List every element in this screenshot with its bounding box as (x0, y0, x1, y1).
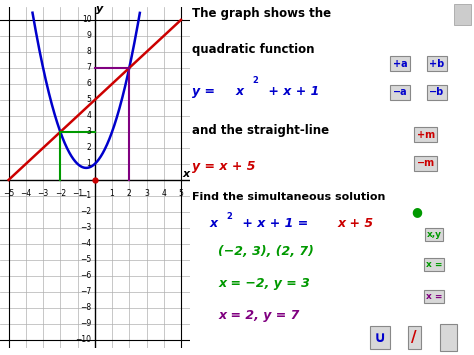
Text: x,y: x,y (427, 230, 442, 239)
Text: x = −2, y = 3: x = −2, y = 3 (218, 277, 310, 290)
Text: 1: 1 (87, 159, 91, 168)
Text: x: x (235, 85, 243, 98)
Text: 6: 6 (86, 80, 91, 88)
Text: −b: −b (429, 87, 445, 97)
Text: 5: 5 (179, 189, 183, 198)
Text: −9: −9 (80, 320, 91, 328)
Text: x =: x = (426, 292, 442, 301)
Text: −5: −5 (3, 189, 14, 198)
Text: 8: 8 (87, 48, 91, 56)
Text: 2: 2 (87, 143, 91, 152)
Text: 4: 4 (161, 189, 166, 198)
Text: −1: −1 (80, 191, 91, 201)
Text: /: / (411, 330, 417, 345)
Text: +a: +a (393, 59, 407, 69)
Text: 1: 1 (109, 189, 114, 198)
Text: 2: 2 (227, 212, 232, 221)
Text: 2: 2 (127, 189, 132, 198)
Text: The graph shows the: The graph shows the (192, 7, 332, 20)
Text: −10: −10 (75, 335, 91, 344)
Text: 2: 2 (252, 76, 258, 85)
Text: y = x + 5: y = x + 5 (192, 160, 256, 173)
Text: x =: x = (426, 260, 442, 269)
Text: −4: −4 (80, 239, 91, 248)
Text: 3: 3 (86, 127, 91, 136)
Text: 3: 3 (144, 189, 149, 198)
Text: + x + 1: + x + 1 (264, 85, 319, 98)
Text: −7: −7 (80, 288, 91, 296)
Text: −8: −8 (80, 304, 91, 312)
Text: +m: +m (417, 130, 435, 140)
Text: −m: −m (417, 158, 435, 168)
Text: +b: +b (429, 59, 445, 69)
FancyBboxPatch shape (454, 4, 471, 25)
Text: 10: 10 (82, 15, 91, 24)
Text: y: y (96, 4, 104, 14)
Text: 7: 7 (86, 64, 91, 72)
Text: 4: 4 (86, 111, 91, 120)
Text: and the straight-line: and the straight-line (192, 124, 329, 137)
Text: −2: −2 (80, 207, 91, 217)
Text: (−2, 3), (2, 7): (−2, 3), (2, 7) (218, 245, 314, 258)
Text: −6: −6 (80, 272, 91, 280)
Text: Find the simultaneous solution: Find the simultaneous solution (192, 192, 386, 202)
Text: −2: −2 (55, 189, 66, 198)
Text: x: x (182, 169, 190, 179)
Text: 5: 5 (86, 95, 91, 104)
Text: 9: 9 (86, 31, 91, 40)
Text: x: x (210, 217, 218, 230)
Text: x + 5: x + 5 (337, 217, 374, 230)
Text: −3: −3 (80, 223, 91, 233)
Text: ●: ● (412, 205, 422, 218)
Text: quadratic function: quadratic function (192, 43, 315, 56)
Text: ∪: ∪ (374, 330, 386, 345)
Text: −3: −3 (37, 189, 49, 198)
Text: −5: −5 (80, 255, 91, 264)
Text: + x + 1 =: + x + 1 = (238, 217, 312, 230)
Text: y =: y = (192, 85, 220, 98)
Text: −4: −4 (20, 189, 31, 198)
Text: x = 2, y = 7: x = 2, y = 7 (218, 309, 300, 322)
Text: −1: −1 (72, 189, 83, 198)
Text: −a: −a (393, 87, 407, 97)
